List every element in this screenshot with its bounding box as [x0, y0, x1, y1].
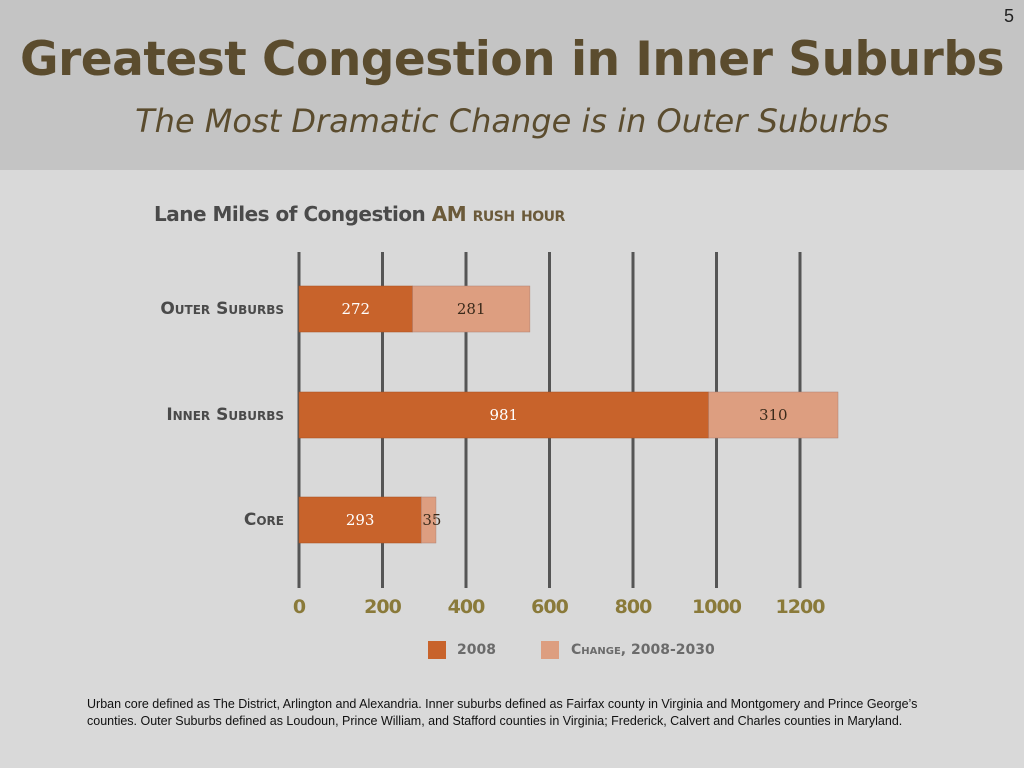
bar-2008: [298, 496, 422, 544]
bar-change: [412, 285, 531, 333]
data-label-2008: 293: [346, 511, 375, 529]
x-tick-label: 1000: [692, 596, 742, 618]
x-tick-label: 800: [615, 596, 652, 618]
category-label: Inner Suburbs: [166, 405, 284, 425]
category-label: Outer Suburbs: [160, 299, 284, 319]
legend-2008-swatch: [428, 641, 446, 659]
slide-title: Greatest Congestion in Inner Suburbs: [20, 32, 1004, 87]
chart-title: Lane Miles of Congestion AM rush hour: [154, 202, 565, 226]
bar-change: [421, 496, 437, 544]
slide-subtitle: The Most Dramatic Change is in Outer Sub…: [135, 102, 889, 140]
chart-title-rush: rush hour: [472, 202, 566, 226]
chart-title-main: Lane Miles of Congestion: [154, 202, 426, 226]
x-tick-label: 600: [531, 596, 568, 618]
x-tick-label: 1200: [776, 596, 826, 618]
chart-title-am: AM: [431, 202, 467, 226]
legend-2008-label: 2008: [457, 642, 496, 658]
footnote: Urban core defined as The District, Arli…: [87, 697, 918, 728]
x-tick-label: 0: [293, 596, 306, 618]
data-label-change: 281: [457, 300, 486, 318]
category-label: Core: [244, 510, 284, 530]
bar-2008: [298, 391, 709, 439]
x-tick-label: 200: [364, 596, 401, 618]
slide-number: 5: [1003, 6, 1014, 26]
legend-change-label: Change, 2008-2030: [571, 642, 715, 658]
data-label-2008: 272: [341, 300, 370, 318]
data-label-change: 310: [759, 406, 788, 424]
header-band: [0, 0, 1024, 170]
bar-change: [708, 391, 839, 439]
legend-change-swatch: [541, 641, 559, 659]
data-label-2008: 981: [489, 406, 518, 424]
x-tick-label: 400: [448, 596, 485, 618]
data-label-change: 35: [422, 511, 441, 529]
bar-chart: 0 200 400 600 800 1000 1200 Outer Suburbs 272 281…: [160, 252, 839, 659]
